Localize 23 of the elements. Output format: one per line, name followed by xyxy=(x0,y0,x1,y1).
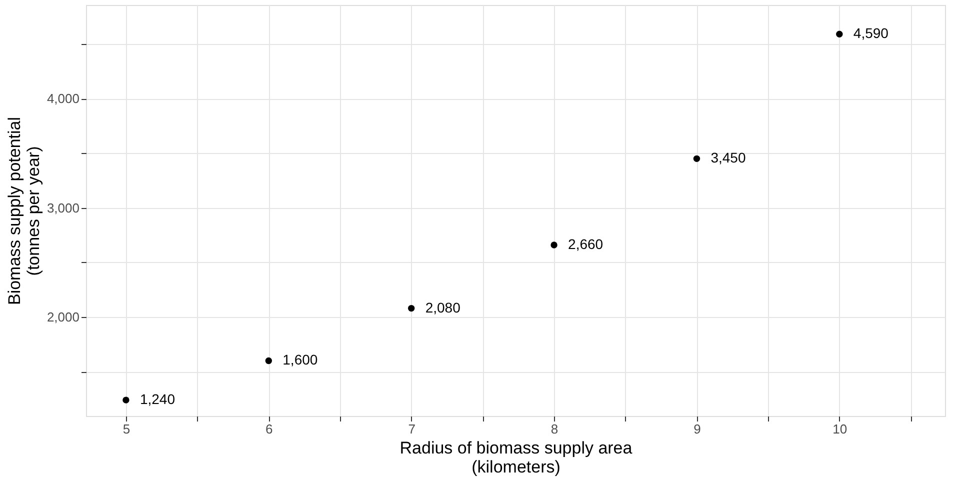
y-axis-title: Biomass supply potential (tonnes per year) xyxy=(4,116,43,306)
point xyxy=(693,155,700,162)
y-tick-label: 3,000 xyxy=(46,200,80,216)
point xyxy=(122,396,130,404)
x-tick-label: 8 xyxy=(550,422,558,436)
x-tick-label: 10 xyxy=(832,422,848,436)
data-label: 1,600 xyxy=(282,352,318,368)
x-tick-label: 9 xyxy=(694,422,701,436)
point xyxy=(836,30,843,38)
y-tick-label: 2,000 xyxy=(46,310,80,325)
y-tick-label: 4,000 xyxy=(46,91,80,106)
point xyxy=(550,242,558,248)
x-axis-title: Radius of biomass supply area (kilometers) xyxy=(400,438,633,476)
x-tick-label: 5 xyxy=(122,422,130,436)
data-label: 1,240 xyxy=(140,391,176,408)
point xyxy=(265,357,272,364)
data-label: 4,590 xyxy=(853,25,889,42)
point xyxy=(408,304,415,312)
data-label: 3,450 xyxy=(710,150,746,166)
data-label: 2,080 xyxy=(425,299,461,316)
data-label: 2,660 xyxy=(568,236,604,252)
x-tick-label: 7 xyxy=(408,422,416,436)
x-tick-label: 6 xyxy=(266,422,273,436)
